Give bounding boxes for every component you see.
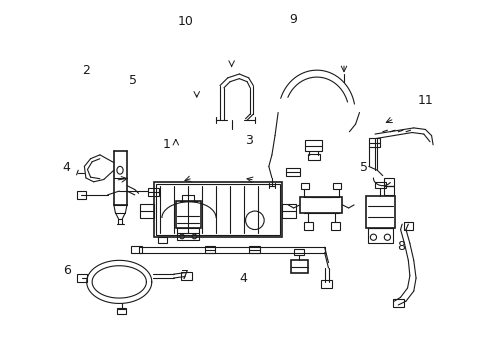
Text: 9: 9 [289,13,297,26]
Bar [204,247,215,253]
Bar [156,184,279,235]
Bar [392,299,403,307]
Bar [77,274,87,282]
Bar [305,140,322,151]
Bar [177,228,199,239]
Bar [181,272,192,280]
Text: 4: 4 [62,161,70,174]
Text: 10: 10 [178,15,193,28]
Text: 7: 7 [181,269,188,282]
Bar [301,183,308,189]
Bar [330,222,340,230]
Text: 5: 5 [129,75,137,87]
Text: 8: 8 [396,240,404,253]
Bar [374,182,385,188]
Text: 1: 1 [162,138,170,150]
Text: 2: 2 [81,64,89,77]
Bar [158,237,167,243]
Bar [299,197,342,213]
Bar [368,138,379,147]
Bar [154,182,282,237]
Bar [131,247,142,253]
Bar [383,186,393,195]
Text: 11: 11 [417,94,432,107]
Text: 6: 6 [63,264,71,276]
Bar [367,228,392,243]
Bar [282,204,295,218]
Text: 3: 3 [245,134,253,147]
Bar [285,168,299,176]
Bar [303,222,312,230]
Text: 5: 5 [360,161,367,174]
Bar [320,280,331,288]
Bar [403,222,412,230]
Bar [77,191,86,199]
Bar [365,196,394,228]
Bar [307,154,319,160]
Bar [290,260,307,273]
Bar [140,204,154,218]
Bar [148,188,159,195]
Bar [332,183,340,189]
Bar [117,308,126,314]
Bar [293,249,304,255]
Bar [383,178,393,186]
Bar [248,247,259,253]
Bar [176,201,200,228]
Text: 4: 4 [239,273,247,285]
